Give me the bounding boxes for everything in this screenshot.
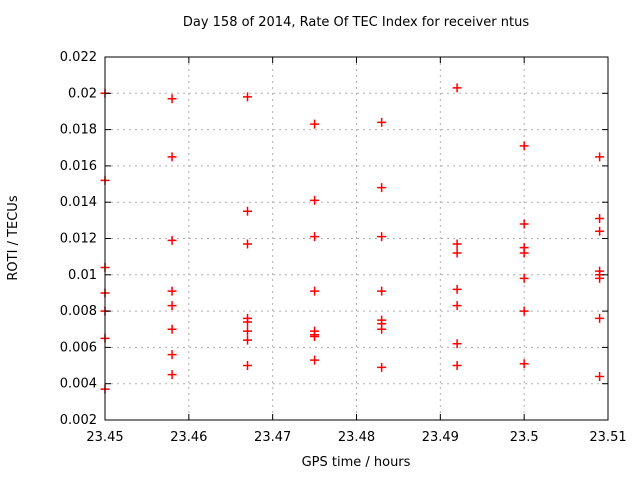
gridlines-layer xyxy=(105,57,608,420)
data-point-marker xyxy=(519,141,529,151)
data-point-marker xyxy=(167,324,177,334)
data-point-marker xyxy=(377,232,387,242)
data-point-marker xyxy=(452,248,462,258)
y-tick-label: 0.022 xyxy=(60,50,97,65)
x-tick-label: 23.49 xyxy=(422,430,459,445)
x-tick-label: 23.45 xyxy=(86,430,123,445)
data-point-marker xyxy=(452,83,462,93)
x-tick-label: 23.46 xyxy=(170,430,207,445)
data-point-marker xyxy=(310,286,320,296)
data-point-marker xyxy=(243,335,253,345)
data-point-marker xyxy=(519,306,529,316)
data-point-marker xyxy=(519,219,529,229)
data-point-marker xyxy=(519,359,529,369)
x-tick-label: 23.47 xyxy=(254,430,291,445)
data-point-marker xyxy=(595,226,605,236)
data-point-marker xyxy=(167,286,177,296)
data-point-marker xyxy=(452,239,462,249)
data-point-marker xyxy=(310,195,320,205)
data-point-marker xyxy=(519,248,529,258)
data-point-marker xyxy=(595,313,605,323)
x-tick-label: 23.5 xyxy=(510,430,539,445)
y-tick-label: 0.01 xyxy=(68,268,97,283)
data-point-marker xyxy=(377,324,387,334)
data-point-marker xyxy=(452,301,462,311)
y-tick-label: 0.012 xyxy=(60,232,97,247)
data-point-marker xyxy=(310,232,320,242)
y-axis-label: ROTI / TECUs xyxy=(6,195,21,280)
data-point-marker xyxy=(167,301,177,311)
data-point-marker xyxy=(377,286,387,296)
data-point-marker xyxy=(310,119,320,129)
data-point-marker xyxy=(595,371,605,381)
x-axis-label: GPS time / hours xyxy=(302,455,411,470)
tick-labels-layer: 23.45 23.46 23.47 23.48 23.49 23.5 23.51 0.002 0… xyxy=(60,50,627,445)
data-point-marker xyxy=(595,273,605,283)
data-point-marker xyxy=(243,206,253,216)
y-tick-label: 0.02 xyxy=(68,86,97,101)
y-tick-label: 0.014 xyxy=(60,195,97,210)
data-point-marker xyxy=(167,370,177,380)
data-point-marker xyxy=(310,355,320,365)
data-point-marker xyxy=(167,152,177,162)
y-tick-label: 0.016 xyxy=(60,159,97,174)
chart-title: Day 158 of 2014, Rate Of TEC Index for r… xyxy=(183,15,529,30)
data-point-marker xyxy=(243,361,253,371)
y-tick-label: 0.002 xyxy=(60,413,97,428)
data-point-marker xyxy=(243,92,253,102)
data-point-marker xyxy=(377,117,387,127)
data-point-marker xyxy=(243,317,253,327)
data-point-marker xyxy=(452,361,462,371)
data-point-marker xyxy=(167,235,177,245)
data-point-marker xyxy=(519,273,529,283)
y-tick-label: 0.006 xyxy=(60,340,97,355)
y-tick-label: 0.004 xyxy=(60,377,97,392)
data-point-marker xyxy=(595,152,605,162)
data-point-marker xyxy=(595,214,605,224)
data-point-marker xyxy=(377,183,387,193)
y-tick-label: 0.008 xyxy=(60,304,97,319)
data-point-marker xyxy=(310,332,320,342)
data-point-marker xyxy=(452,339,462,349)
x-tick-label: 23.48 xyxy=(338,430,375,445)
data-point-marker xyxy=(167,350,177,360)
x-tick-label: 23.51 xyxy=(589,430,626,445)
data-point-marker xyxy=(167,94,177,104)
data-point-marker xyxy=(243,239,253,249)
data-point-marker xyxy=(452,284,462,294)
y-tick-label: 0.018 xyxy=(60,123,97,138)
axis-layer xyxy=(104,56,609,421)
data-point-marker xyxy=(243,326,253,336)
data-point-marker xyxy=(377,362,387,372)
